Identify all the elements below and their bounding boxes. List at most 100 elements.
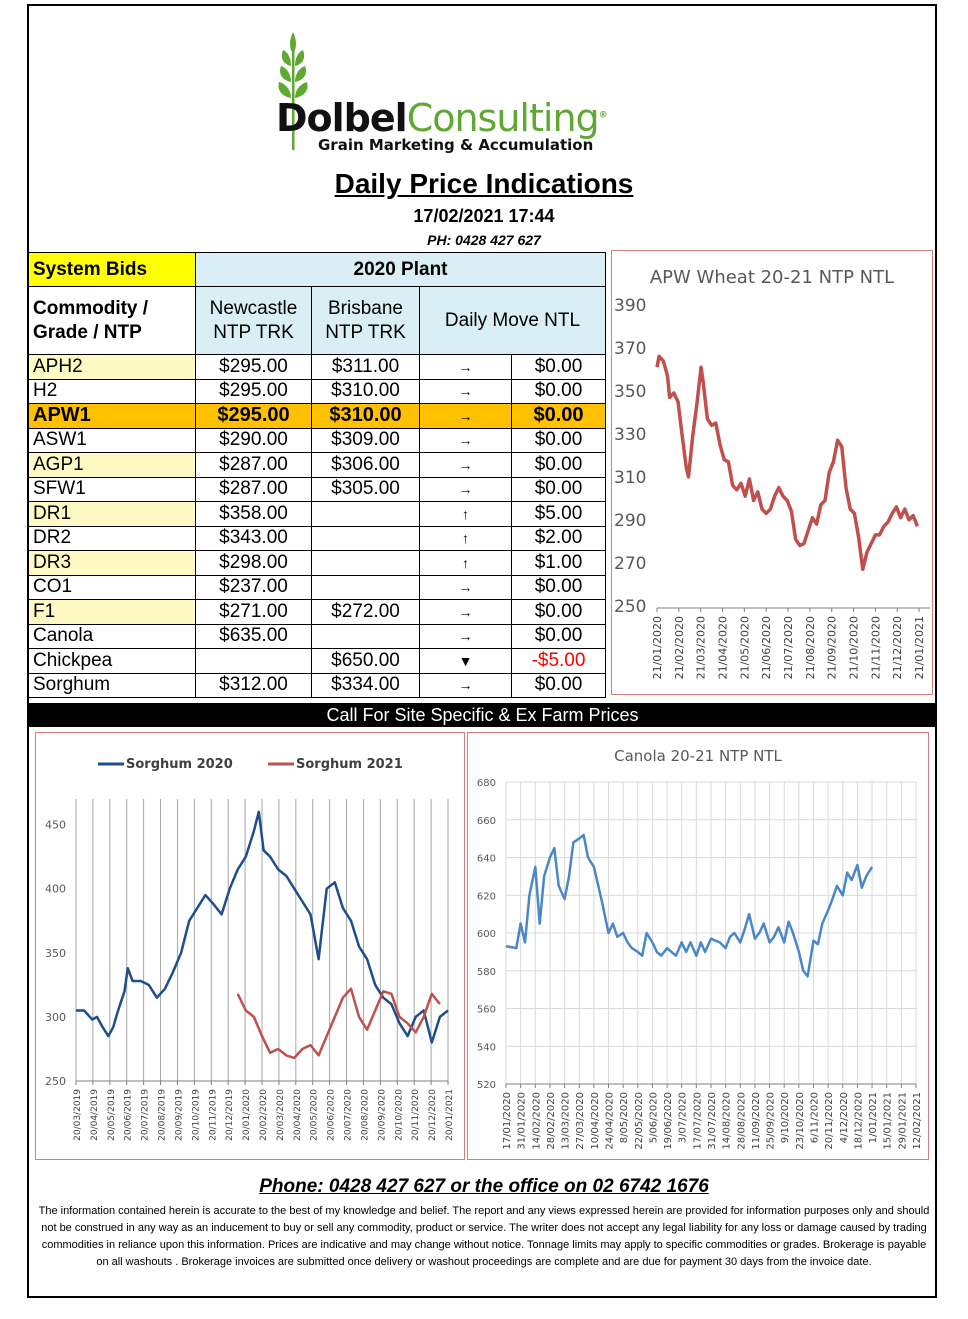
x-tick-label: 21/04/2020	[717, 616, 730, 679]
brisbane-price: $305.00	[311, 476, 420, 502]
newcastle-price: $287.00	[195, 476, 312, 502]
x-tick-label: 4/12/2020	[839, 1092, 850, 1143]
move-arrow-icon: →	[419, 574, 512, 600]
table-row: H2 $295.00 $310.00 → $0.00	[28, 378, 606, 404]
move-value: $2.00	[511, 525, 606, 551]
y-tick-label: 600	[477, 929, 496, 940]
x-tick-label: 20/07/2019	[141, 1089, 151, 1141]
x-tick-label: 20/10/2019	[191, 1089, 201, 1141]
x-tick-label: 20/04/2019	[90, 1089, 100, 1141]
x-tick-label: 21/05/2020	[738, 616, 751, 679]
report-datetime: 17/02/2021 17:44	[413, 206, 555, 226]
table-row: DR2 $343.00 ↑ $2.00	[28, 525, 606, 551]
x-tick-label: 21/07/2020	[782, 616, 795, 679]
x-tick-label: 21/01/2021	[913, 616, 926, 679]
x-tick-label: 14/08/2020	[722, 1092, 733, 1150]
x-tick-label: 20/05/2020	[310, 1089, 320, 1141]
x-tick-label: 21/10/2020	[848, 616, 861, 679]
move-value: $0.00	[511, 452, 606, 478]
newcastle-price: $298.00	[195, 550, 312, 576]
x-tick-label: 20/05/2019	[107, 1089, 117, 1141]
grade-cell: DR1	[28, 501, 196, 527]
brand-tagline: Grain Marketing & Accumulation	[318, 136, 594, 154]
x-tick-label: 23/10/2020	[795, 1092, 806, 1150]
newcastle-price: $358.00	[195, 501, 312, 527]
x-tick-label: 10/04/2020	[590, 1092, 601, 1150]
brisbane-price: $310.00	[311, 378, 420, 404]
brisbane-price	[311, 501, 420, 527]
move-arrow-icon: →	[419, 672, 512, 698]
grade-cell: F1	[28, 599, 196, 625]
move-arrow-icon: →	[419, 623, 512, 649]
x-tick-label: 20/06/2020	[327, 1089, 337, 1141]
x-tick-label: 17/07/2020	[692, 1092, 703, 1150]
move-arrow-icon: →	[419, 427, 512, 453]
move-value: $0.00	[511, 623, 606, 649]
x-tick-label: 21/02/2020	[673, 616, 686, 679]
x-tick-label: 12/02/2021	[912, 1092, 923, 1150]
brisbane-price	[311, 623, 420, 649]
x-tick-label: 20/03/2020	[276, 1089, 286, 1141]
brisbane-price	[311, 574, 420, 600]
x-tick-label: 22/05/2020	[634, 1092, 645, 1150]
series-line	[655, 354, 920, 572]
brisbane-price	[311, 550, 420, 576]
table-row: Sorghum $312.00 $334.00 → $0.00	[28, 672, 606, 698]
move-value: $5.00	[511, 501, 606, 527]
y-tick-label: 290	[614, 511, 646, 531]
series-line	[76, 810, 449, 1044]
x-tick-label: 20/12/2020	[428, 1089, 438, 1141]
move-arrow-icon: ▼	[419, 648, 512, 674]
x-tick-label: 18/12/2020	[853, 1092, 864, 1150]
x-tick-label: 14/02/2020	[531, 1092, 542, 1150]
x-tick-label: 20/12/2019	[225, 1089, 235, 1141]
move-arrow-icon: →	[419, 599, 512, 625]
system-bids-label: System Bids	[28, 252, 196, 287]
y-tick-label: 640	[477, 854, 496, 865]
sorghum-chart: 250 300 350 400 450 20/03/2019 20/04/2019 20/05…	[35, 732, 465, 1160]
y-tick-label: 370	[614, 339, 646, 359]
x-tick-label: 20/11/2020	[824, 1092, 835, 1150]
y-tick-label: 660	[477, 816, 496, 827]
chart-title: Canola 20-21 NTP NTL	[614, 747, 782, 765]
table-row: APW1 $295.00 $310.00 → $0.00	[28, 403, 606, 429]
x-tick-label: 20/04/2020	[293, 1089, 303, 1141]
col-newcastle: Newcastle NTP TRK	[195, 286, 312, 355]
x-tick-label: 21/06/2020	[760, 616, 773, 679]
move-value: $0.00	[511, 354, 606, 380]
newcastle-price	[195, 648, 312, 674]
table-row: CO1 $237.00 → $0.00	[28, 574, 606, 600]
table-row: Canola $635.00 → $0.00	[28, 623, 606, 649]
brisbane-price	[311, 525, 420, 551]
x-tick-label: 20/03/2019	[73, 1089, 83, 1141]
move-arrow-icon: →	[419, 476, 512, 502]
canola-chart: Canola 20-21 NTP NTL 520 540 560 580 600 620 64…	[467, 732, 929, 1160]
move-value: $0.00	[511, 427, 606, 453]
series-line	[236, 987, 441, 1060]
x-tick-label: 20/11/2019	[208, 1089, 218, 1141]
x-tick-label: 20/02/2020	[259, 1089, 269, 1141]
grade-cell: Chickpea	[28, 648, 196, 674]
col-commodity: Commodity / Grade / NTP	[28, 286, 196, 355]
move-value: -$5.00	[511, 648, 606, 674]
x-tick-label: 20/11/2020	[411, 1089, 421, 1141]
table-row: AGP1 $287.00 $306.00 → $0.00	[28, 452, 606, 478]
brisbane-price: $650.00	[311, 648, 420, 674]
x-tick-label: 21/03/2020	[695, 616, 708, 679]
footer-phone: Phone: 0428 427 627 or the office on 02 …	[259, 1176, 709, 1197]
table-row: ASW1 $290.00 $309.00 → $0.00	[28, 427, 606, 453]
chart-title: APW Wheat 20-21 NTP NTL	[650, 267, 894, 288]
newcastle-price: $237.00	[195, 574, 312, 600]
x-tick-label: 8/05/2020	[619, 1092, 630, 1143]
brisbane-price: $306.00	[311, 452, 420, 478]
x-tick-label: 27/03/2020	[575, 1092, 586, 1150]
y-tick-label: 580	[477, 967, 496, 978]
brisbane-price: $309.00	[311, 427, 420, 453]
grade-cell: SFW1	[28, 476, 196, 502]
move-value: $0.00	[511, 574, 606, 600]
x-tick-label: 21/11/2020	[869, 616, 882, 679]
x-tick-label: 6/11/2020	[810, 1092, 821, 1143]
x-tick-label: 5/06/2020	[648, 1092, 659, 1143]
brisbane-price: $272.00	[311, 599, 420, 625]
brisbane-price: $334.00	[311, 672, 420, 698]
